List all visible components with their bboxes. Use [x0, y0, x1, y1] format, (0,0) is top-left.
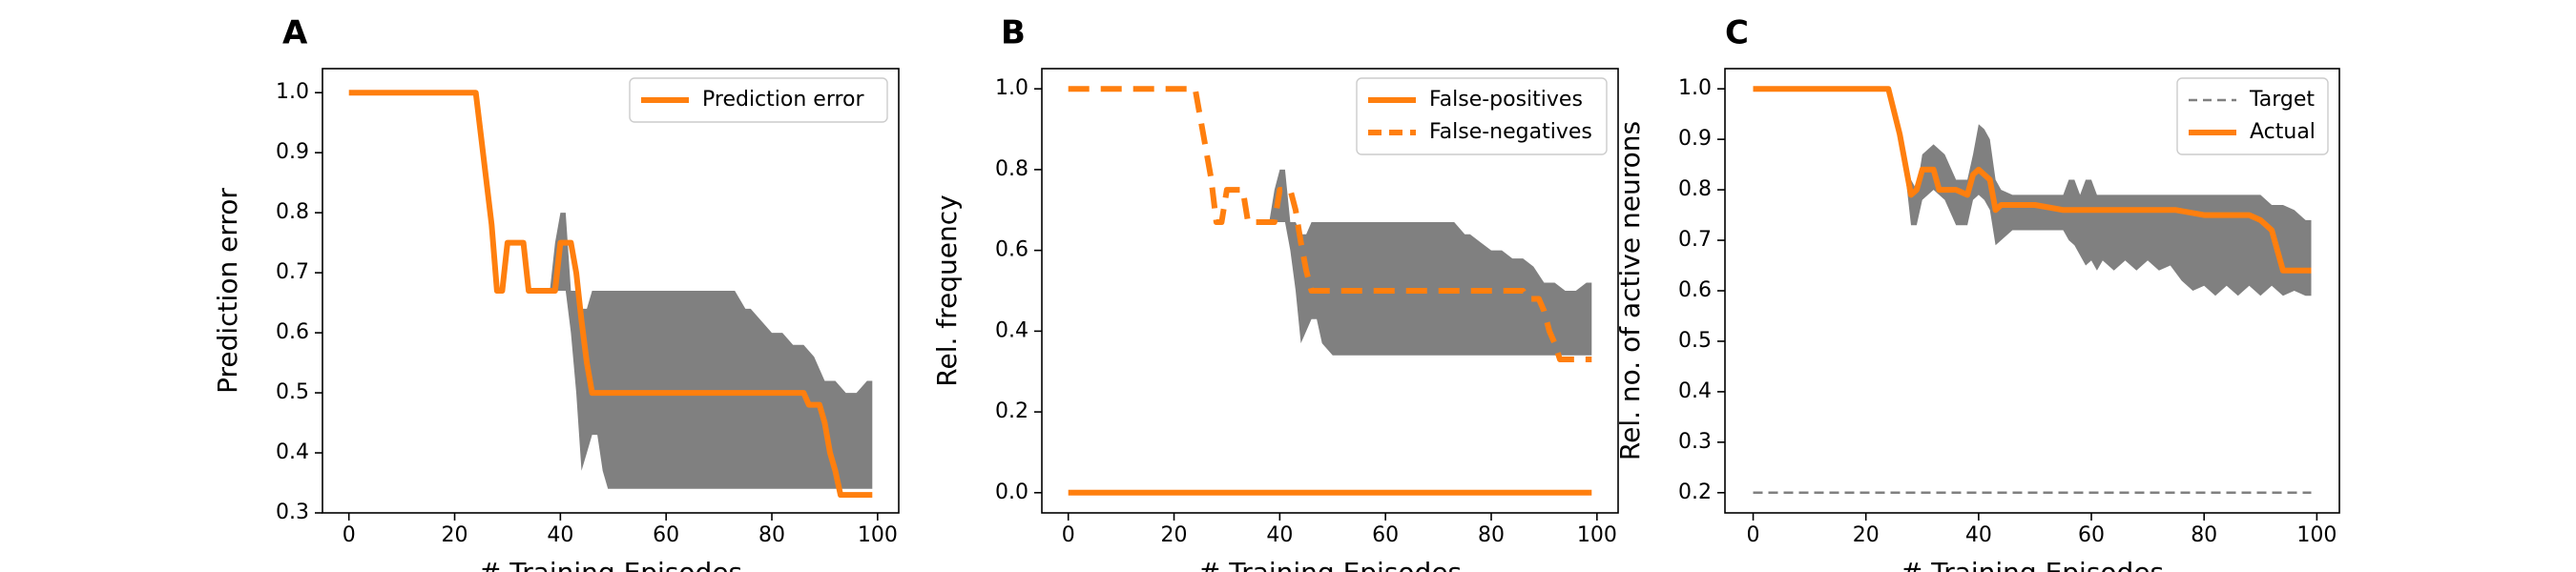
x-tick-label: 40	[1965, 523, 1992, 547]
y-tick-label: 0.4	[276, 440, 309, 464]
x-axis-title: # Training Episodes	[1198, 557, 1462, 572]
panel-c: C 0 20 40 60 80 100 0.2 0.3 0.4 0.5 0.6 0.7 0.8 0.9 1.0…	[1614, 14, 2340, 572]
y-tick-label: 0.5	[1678, 329, 1712, 353]
x-tick-label: 40	[1266, 523, 1293, 547]
x-tick-label: 60	[1372, 523, 1399, 547]
plot-frame	[322, 68, 900, 514]
x-tick-label: 80	[2191, 523, 2217, 547]
x-axis-title: # Training Episodes	[1901, 557, 2164, 572]
panel-label-b: B	[1001, 14, 1026, 52]
x-tick-label: 20	[1853, 523, 1880, 547]
y-tick-label: 0.8	[276, 200, 309, 224]
legend-box	[1356, 77, 1608, 155]
legend-label-target: Target	[2249, 88, 2315, 112]
y-tick-label: 0.5	[276, 380, 309, 404]
y-tick-label: 0.9	[276, 140, 309, 164]
x-tick-label: 60	[2078, 523, 2105, 547]
y-tick-label: 0.7	[276, 260, 309, 284]
x-tick-label: 80	[1478, 523, 1505, 547]
y-axis-title: Rel. frequency	[931, 194, 963, 386]
x-tick-label: 60	[653, 523, 679, 547]
x-tick-label: 80	[758, 523, 785, 547]
y-axis-title: Prediction error	[212, 188, 243, 394]
y-tick-label: 0.4	[1678, 379, 1712, 403]
y-tick-label: 0.6	[276, 320, 309, 344]
series-line-actual	[1753, 86, 2312, 274]
x-tick-label: 100	[858, 523, 898, 547]
panel-a: A 0 20 40 60 80 100 0.3 0.4 0.5 0.6 0.7 0.8 0.9 1.0 # T…	[212, 14, 900, 572]
plot-frame	[1041, 68, 1619, 514]
x-tick-label: 100	[1577, 523, 1617, 547]
legend-label-prediction-error: Prediction error	[702, 88, 864, 112]
legend-label-false-positives: False-positives	[1429, 88, 1583, 112]
legend: False-positives False-negatives	[1356, 77, 1608, 155]
y-tick-label: 1.0	[276, 80, 309, 104]
y-tick-label: 0.2	[995, 399, 1028, 423]
confidence-band	[1753, 89, 2312, 296]
panel-b: B 0 20 40 60 80 100 0.0 0.2 0.4 0.6 0.8 1.0 # Trainin…	[931, 14, 1619, 572]
y-tick-label: 1.0	[1678, 76, 1712, 100]
x-tick-label: 0	[1747, 523, 1760, 547]
y-tick-label: 0.3	[276, 500, 309, 524]
y-tick-label: 0.8	[1678, 177, 1712, 201]
series-line-prediction-error	[348, 90, 873, 499]
y-tick-label: 0.6	[995, 238, 1028, 262]
legend-box	[629, 77, 888, 123]
panel-label-c: C	[1725, 14, 1749, 52]
legend-label-actual: Actual	[2250, 120, 2316, 144]
legend: Prediction error	[629, 77, 888, 123]
y-tick-label: 0.4	[995, 318, 1028, 342]
y-tick-label: 0.2	[1678, 480, 1712, 504]
confidence-band	[1068, 89, 1592, 356]
legend: Target Actual	[2176, 77, 2329, 155]
legend-label-false-negatives: False-negatives	[1429, 120, 1592, 144]
x-tick-label: 20	[442, 523, 468, 547]
y-tick-label: 0.8	[995, 157, 1028, 181]
x-tick-label: 100	[2296, 523, 2337, 547]
y-tick-label: 0.6	[1678, 278, 1712, 302]
x-tick-label: 0	[343, 523, 356, 547]
y-tick-label: 0.9	[1678, 127, 1712, 151]
y-tick-label: 0.0	[995, 480, 1028, 504]
y-tick-label: 1.0	[995, 76, 1028, 100]
y-tick-label: 0.3	[1678, 430, 1712, 454]
y-tick-label: 0.7	[1678, 228, 1712, 252]
x-axis-title: # Training Episodes	[479, 557, 742, 572]
panel-label-a: A	[282, 14, 308, 52]
x-tick-label: 40	[547, 523, 573, 547]
confidence-band	[348, 92, 873, 489]
x-tick-label: 0	[1062, 523, 1075, 547]
x-tick-label: 20	[1161, 523, 1188, 547]
series-line-false-negatives	[1068, 86, 1592, 362]
y-axis-title: Rel. no. of active neurons	[1614, 121, 1646, 460]
